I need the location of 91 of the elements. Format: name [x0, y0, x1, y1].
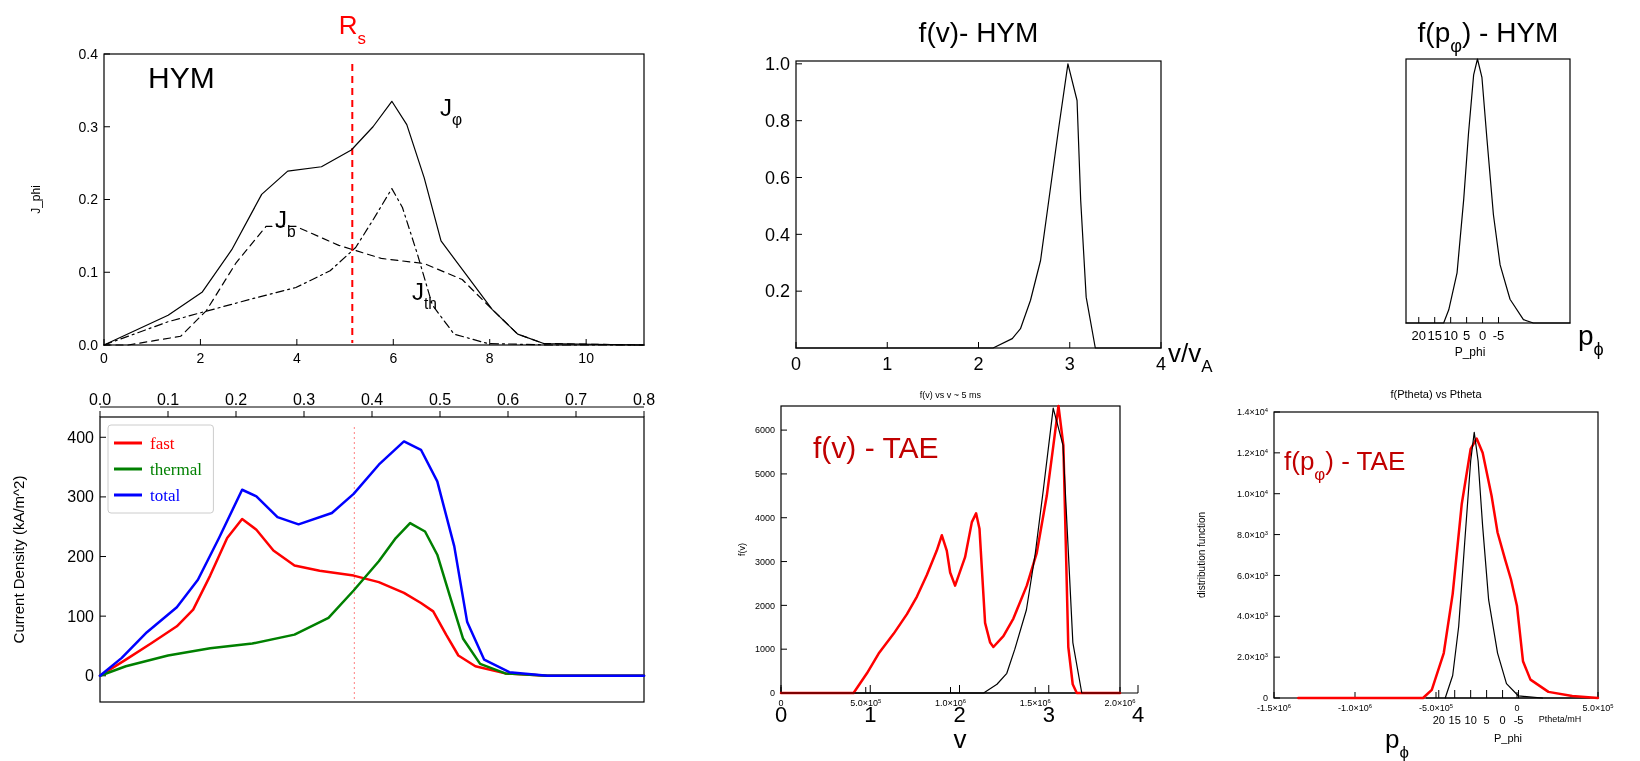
y-tick-label: 300 — [67, 488, 95, 506]
y-tick-label: 3000 — [754, 556, 775, 567]
x-axis-title: v/v$_{A}$ — [1168, 338, 1214, 376]
x2-axis-title: v — [953, 724, 967, 754]
y-tick-label: 8.0×10$^{3}$ — [1236, 529, 1268, 540]
x-tick-label: 2.0×10$^{6}$ — [1104, 698, 1136, 708]
x-tick-label: 0.4 — [360, 391, 384, 408]
y-tick-label: 4000 — [754, 512, 775, 523]
x-tick-label: 2 — [196, 350, 205, 366]
annotation: f(p$_{φ}$) - TAE — [1284, 446, 1406, 484]
x-tick-label: 8 — [485, 350, 494, 366]
y-axis-title: J_phi — [29, 185, 43, 214]
y-tick-label: 0.2 — [764, 281, 790, 302]
y-tick-label: 0 — [85, 667, 95, 685]
series-label: J$_{φ}$ — [440, 94, 463, 128]
x-tick-label: 0.7 — [564, 391, 588, 408]
y-tick-label: 100 — [67, 607, 95, 625]
y-tick-label: 1.0×10$^{4}$ — [1236, 488, 1269, 499]
x-tick-label: 0.3 — [292, 391, 316, 408]
y-tick-label: 400 — [67, 428, 95, 446]
y-tick-label: 1.2×10$^{4}$ — [1236, 448, 1269, 459]
series-label: J$_{th}$ — [412, 278, 438, 312]
x-tick-label: 0.1 — [156, 391, 180, 408]
y-tick-label: 2.0×10$^{3}$ — [1236, 652, 1268, 663]
x-tick-label: 0.8 — [632, 391, 656, 408]
x-tick-label: 0 — [1478, 328, 1487, 343]
x-tick-label: 0.6 — [496, 391, 520, 408]
y-tick-label: 1.4×10$^{4}$ — [1236, 407, 1269, 418]
x-tick-label: 4 — [1155, 354, 1167, 374]
x-tick-label: 10 — [1443, 328, 1458, 343]
y-tick-label: 0.8 — [764, 110, 790, 131]
y-tick-label: 0.3 — [78, 118, 99, 135]
chart-title: f(v)- HYM — [918, 17, 1039, 48]
x-tick-label: -5.0×10$^{5}$ — [1418, 703, 1454, 713]
x-tick-label: 0.5 — [428, 391, 452, 408]
y-tick-label: 0.6 — [764, 167, 790, 188]
x-tick-label: 1.5×10$^{6}$ — [1019, 698, 1051, 708]
legend-label: total — [150, 486, 181, 505]
y-tick-label: 0.4 — [764, 224, 790, 245]
y-tick-label: 1.0 — [764, 54, 790, 75]
chart-title: f(v) vs v ~ 5 ms — [919, 390, 982, 400]
x2-tick-label: 15 — [1448, 714, 1461, 726]
y-tick-label: 6000 — [754, 425, 775, 436]
x-tick-label: 0 — [1514, 703, 1520, 713]
x-tick-label: -1.0×10$^{6}$ — [1337, 703, 1373, 713]
x-tick-label: 15 — [1427, 328, 1442, 343]
y-tick-label: 2000 — [754, 600, 775, 611]
y-axis-title: distribution function — [1196, 511, 1207, 599]
x-tick-label: 20 — [1411, 328, 1426, 343]
y-tick-label: 6.0×10$^{3}$ — [1236, 570, 1268, 581]
legend-label: fast — [150, 434, 175, 453]
text: p$_{ϕ}$ — [1578, 320, 1604, 359]
x2-tick-label: 20 — [1432, 714, 1445, 726]
x2-tick-label: 10 — [1464, 714, 1477, 726]
y-axis-title: Current Density (kA/m^2) — [10, 475, 27, 644]
x-tick-label: 1 — [882, 354, 893, 374]
y-tick-label: 4.0×10$^{3}$ — [1236, 611, 1268, 622]
x-axis-title: Ptheta/mH — [1538, 714, 1582, 724]
y-axis-title: f(v) — [737, 543, 747, 556]
x-tick-label: 1.0×10$^{6}$ — [934, 698, 967, 708]
y-tick-label: 200 — [67, 548, 95, 566]
x-tick-label: 4 — [292, 350, 301, 366]
x-tick-label: 10 — [578, 350, 595, 366]
x-tick-label: 6 — [389, 350, 398, 366]
y-tick-label: 1000 — [754, 644, 775, 655]
x2-tick-label: -5 — [1513, 714, 1524, 726]
x-tick-label: 2 — [973, 354, 984, 374]
x2-axis-title: P_phi — [1493, 732, 1523, 744]
annotation: f(v) - TAE — [813, 431, 939, 464]
x-tick-label: 5.0×10$^{5}$ — [1582, 703, 1614, 713]
y-tick-label: 0.2 — [78, 191, 99, 208]
x-tick-label: 0.2 — [224, 391, 248, 408]
x-axis-title: P_phi — [1454, 345, 1486, 359]
chart-title: f(p$_{φ}$) - HYM — [1417, 17, 1559, 56]
x2-tick-label: 5 — [1483, 714, 1490, 726]
text: p$_{ϕ}$ — [1385, 724, 1409, 761]
x2-tick-label: 0 — [1499, 714, 1506, 726]
x-tick-label: -5 — [1492, 328, 1505, 343]
y-tick-label: 0.4 — [78, 45, 99, 62]
y-tick-label: 0 — [769, 688, 775, 699]
x-tick-label: 5 — [1463, 328, 1471, 343]
x-tick-label: 3 — [1064, 354, 1075, 374]
x-tick-label: -1.5×10$^{6}$ — [1256, 703, 1292, 713]
ref-line-label: R$_{s}$ — [338, 10, 366, 48]
x-tick-label: 5.0×10$^{5}$ — [850, 698, 882, 708]
legend-label: thermal — [150, 460, 203, 479]
annotation: HYM — [148, 61, 215, 94]
chart-title: f(Ptheta) vs Ptheta — [1390, 388, 1483, 400]
y-tick-label: 5000 — [754, 469, 775, 480]
y-tick-label: 0.1 — [78, 264, 99, 281]
x-tick-label: 0 — [100, 350, 109, 366]
